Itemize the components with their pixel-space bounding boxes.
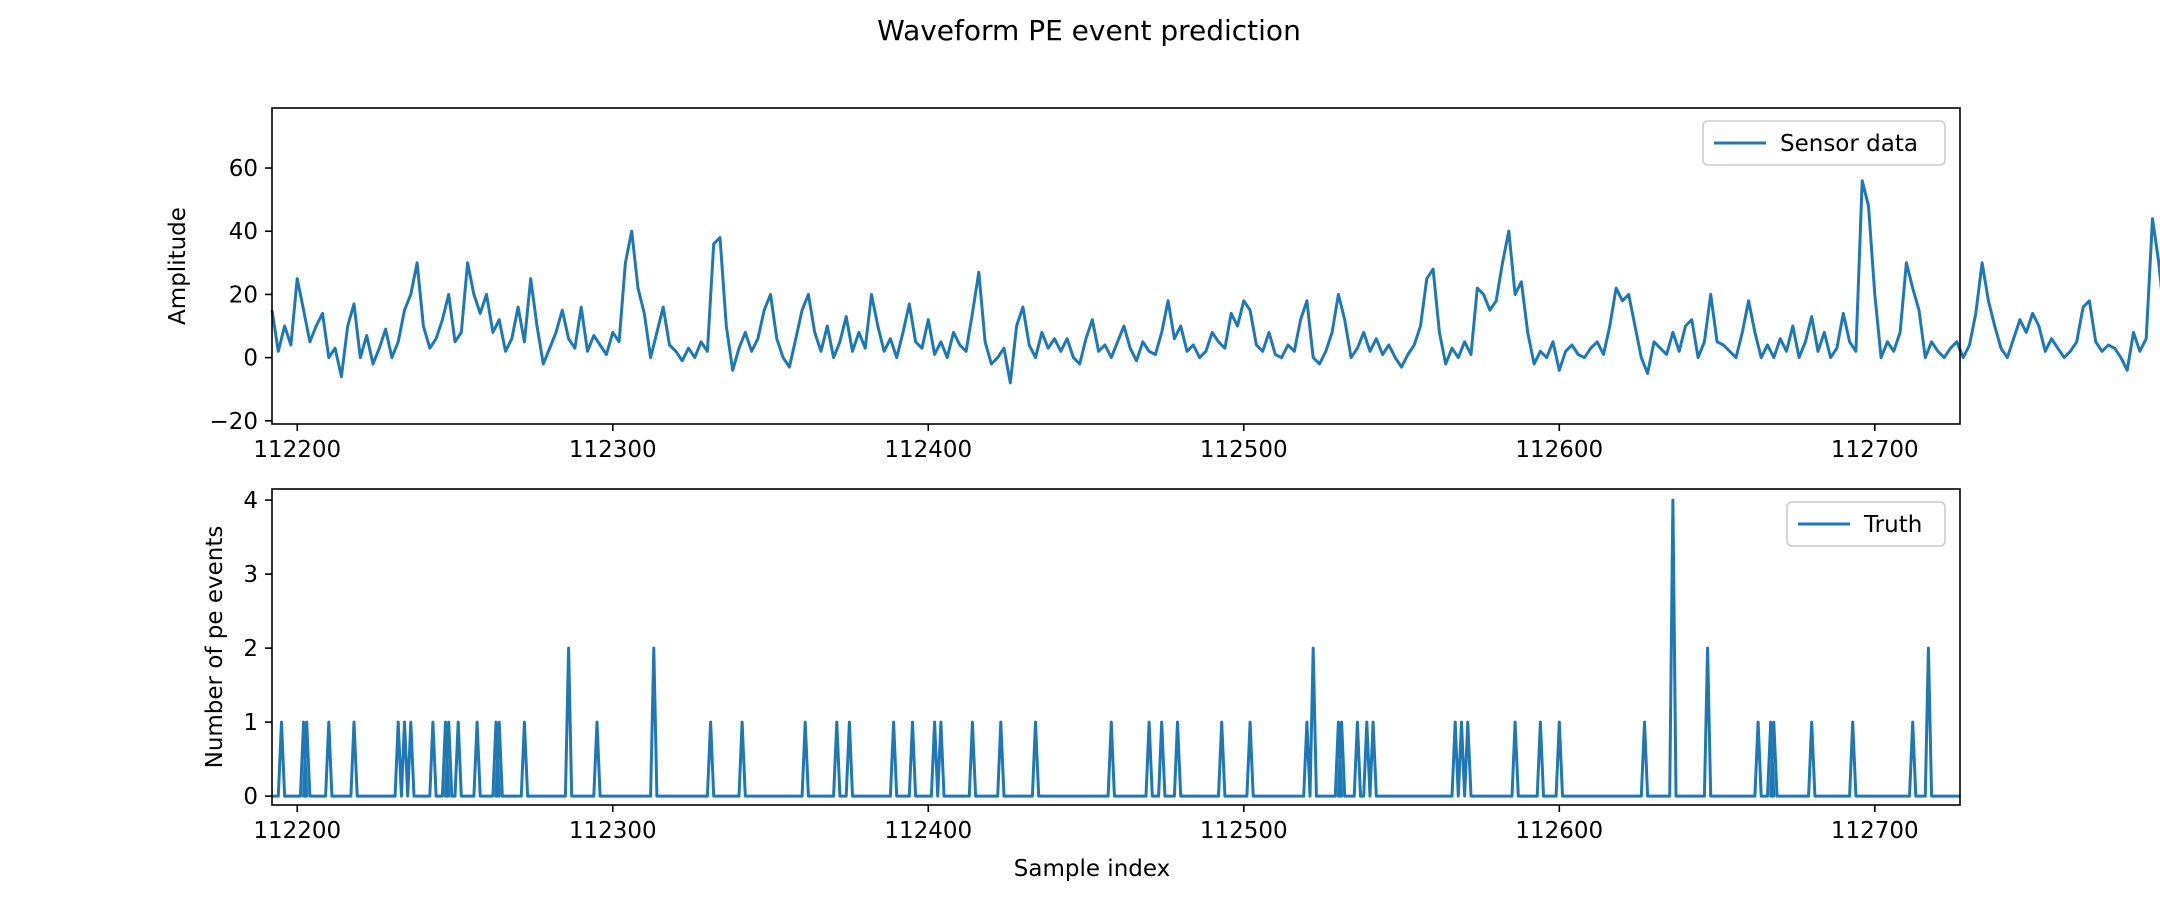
- amplitude-panel: 112200 112300 112400 112500 112600 112700 −20 0…: [165, 107, 2160, 463]
- y-tick-label: 2: [243, 636, 258, 662]
- x-tick-label: 112400: [884, 437, 972, 463]
- x-tick-label: 112500: [1200, 437, 1288, 463]
- truth-plot-area: [272, 489, 1960, 805]
- x-tick-label: 112700: [1831, 437, 1919, 463]
- amplitude-frame: [271, 107, 1961, 425]
- x-tick-label: 112600: [1515, 437, 1603, 463]
- truth-ylabel: Number of pe events: [202, 526, 228, 769]
- x-tick-label: 112600: [1515, 818, 1603, 844]
- y-tick-label: 1: [243, 710, 258, 736]
- figure-title: Waveform PE event prediction: [877, 14, 1301, 47]
- amplitude-legend-box: [1702, 120, 1946, 166]
- x-tick-label: 112500: [1200, 818, 1288, 844]
- y-tick-label: 60: [229, 156, 258, 182]
- truth-xlabel: Sample index: [1014, 856, 1170, 882]
- y-tick-label: 40: [229, 219, 258, 245]
- x-tick-label: 112700: [1831, 818, 1919, 844]
- y-tick-label: −20: [209, 409, 258, 435]
- y-tick-label: 3: [243, 562, 258, 588]
- sensor-data-line: [270, 179, 2160, 385]
- y-tick-label: 0: [243, 784, 258, 810]
- truth-frame: [271, 488, 1961, 806]
- amplitude-ticks: 112200 112300 112400 112500 112600 112700 −20 0…: [209, 156, 1918, 463]
- x-tick-label: 112300: [569, 818, 657, 844]
- x-tick-label: 112400: [884, 818, 972, 844]
- x-tick-label: 112200: [253, 437, 341, 463]
- sensor-data-legend-label: Sensor data: [1780, 131, 1918, 157]
- truth-legend: Truth: [1786, 501, 1946, 547]
- x-tick-label: 112200: [253, 818, 341, 844]
- y-tick-label: 20: [229, 282, 258, 308]
- amplitude-legend: Sensor data: [1702, 120, 1946, 166]
- x-tick-label: 112300: [569, 437, 657, 463]
- amplitude-plot-area: [272, 108, 1960, 424]
- truth-legend-box: [1786, 501, 1946, 547]
- y-tick-label: 0: [243, 346, 258, 372]
- truth-line: [272, 498, 1960, 798]
- amplitude-ylabel: Amplitude: [165, 207, 191, 325]
- truth-panel: 112200 112300 112400 112500 112600 112700 0 1 2 3…: [202, 488, 1961, 882]
- y-tick-label: 4: [243, 488, 258, 514]
- truth-ticks: 112200 112300 112400 112500 112600 112700 0 1 2 3…: [243, 488, 1918, 844]
- truth-legend-label: Truth: [1863, 512, 1922, 538]
